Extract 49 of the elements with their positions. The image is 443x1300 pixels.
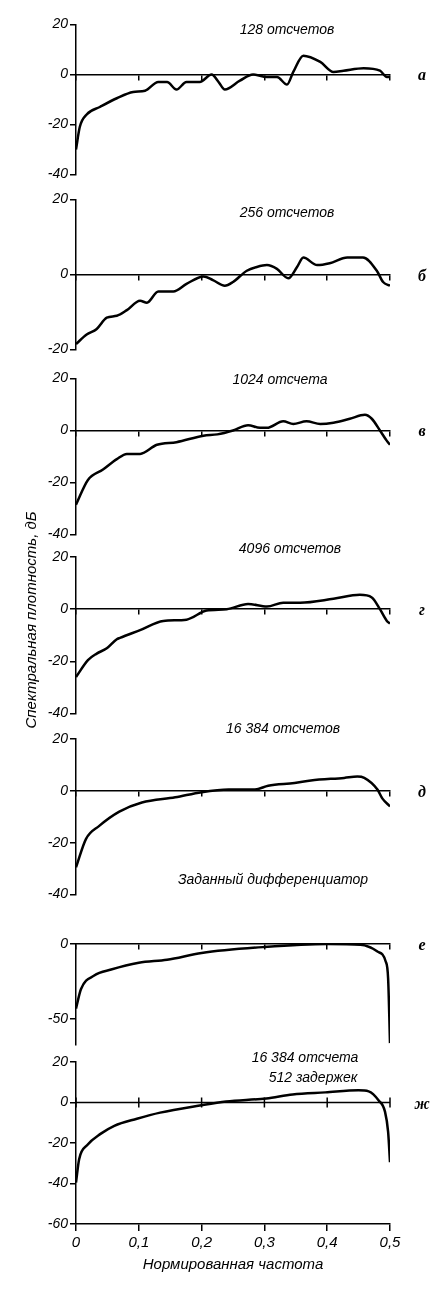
x-tick-label: 0,4 bbox=[316, 1233, 338, 1251]
y-tick-label: -40 bbox=[47, 165, 69, 182]
y-tick-label: 20 bbox=[51, 369, 69, 386]
y-tick-label: -40 bbox=[47, 704, 69, 721]
y-tick-label: 20 bbox=[51, 15, 69, 32]
y-tick-label: 0 bbox=[60, 781, 69, 798]
y-tick-label: -20 bbox=[47, 115, 69, 132]
chart-title: 256 отсчетов bbox=[238, 204, 335, 221]
y-tick-label: 20 bbox=[51, 729, 69, 746]
chart-title: Заданный дифференциатор bbox=[177, 871, 369, 887]
y-tick-label: 20 bbox=[51, 190, 69, 207]
y-tick-label: -20 bbox=[47, 473, 69, 490]
y-tick-label: -40 bbox=[47, 1174, 69, 1191]
y-tick-label: -40 bbox=[47, 885, 69, 902]
x-axis-title: Нормированная частота bbox=[142, 1255, 324, 1273]
chart-title: 16 384 отсчета bbox=[251, 1049, 359, 1065]
chart-title: 1024 отсчета bbox=[232, 371, 328, 388]
x-tick-label: 0 bbox=[71, 1233, 81, 1251]
y-tick-label: 0 bbox=[60, 65, 69, 82]
chart-title: 4096 отсчетов bbox=[238, 540, 342, 556]
y-tick-label: -20 bbox=[47, 340, 69, 357]
chart-title: 128 отсчетов bbox=[239, 21, 335, 38]
text: е bbox=[418, 936, 426, 953]
text: в bbox=[418, 422, 426, 440]
y-tick-label: 0 bbox=[60, 265, 69, 282]
y-tick-label: -20 bbox=[47, 1133, 69, 1150]
text: а bbox=[418, 66, 426, 84]
y-tick-label: 0 bbox=[60, 934, 69, 951]
y-tick-label: -60 bbox=[47, 1214, 69, 1231]
x-tick-label: 0,5 bbox=[379, 1233, 402, 1251]
chart-title: 16 384 отсчетов bbox=[225, 720, 341, 736]
text: ж bbox=[413, 1094, 430, 1112]
text: д bbox=[418, 782, 427, 800]
x-tick-label: 0,1 bbox=[128, 1233, 150, 1251]
y-tick-label: -40 bbox=[47, 525, 69, 542]
y-axis-title: Спектральная плотность, дБ bbox=[21, 511, 39, 729]
x-tick-label: 0,2 bbox=[191, 1233, 213, 1251]
text: б bbox=[418, 266, 428, 284]
x-tick-label: 0,3 bbox=[253, 1233, 276, 1251]
y-tick-label: -20 bbox=[47, 652, 69, 669]
y-tick-label: 0 bbox=[60, 1093, 69, 1110]
y-tick-label: 20 bbox=[51, 547, 69, 564]
y-tick-label: 0 bbox=[60, 421, 69, 438]
y-tick-label: -20 bbox=[47, 833, 69, 850]
y-tick-label: 0 bbox=[60, 600, 69, 617]
y-tick-label: -50 bbox=[47, 1009, 69, 1026]
text: г bbox=[419, 601, 426, 619]
y-tick-label: 20 bbox=[51, 1052, 69, 1069]
text: 512 задержек bbox=[268, 1069, 359, 1085]
